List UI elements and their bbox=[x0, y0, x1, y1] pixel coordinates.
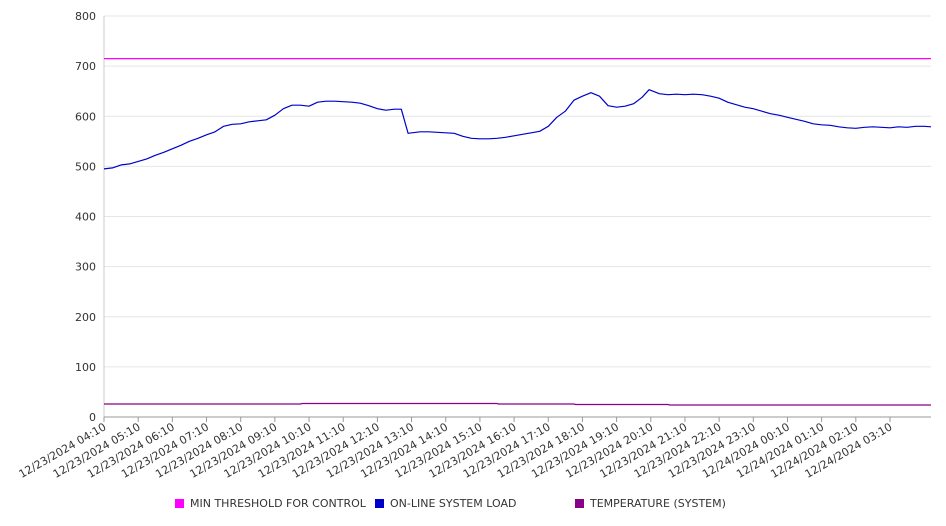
legend-label-temperature: TEMPERATURE (SYSTEM) bbox=[590, 497, 726, 510]
series-line-2 bbox=[104, 402, 931, 406]
legend-swatch-system-load bbox=[375, 499, 384, 508]
y-tick-label: 800 bbox=[75, 10, 96, 23]
line-chart: 0 100 200 300 400 500 600 700 800 12/23/2024 04:… bbox=[17, 10, 932, 481]
y-tick-label: 0 bbox=[89, 411, 96, 424]
legend-item-min-threshold[interactable]: MIN THRESHOLD FOR CONTROL bbox=[175, 497, 366, 510]
legend-label-min-threshold: MIN THRESHOLD FOR CONTROL bbox=[190, 497, 366, 510]
legend: MIN THRESHOLD FOR CONTROL ON-LINE SYSTEM… bbox=[0, 497, 946, 515]
series-line-1 bbox=[103, 89, 932, 170]
axes bbox=[103, 16, 931, 418]
y-tick-label: 200 bbox=[75, 311, 96, 324]
y-tick-label: 300 bbox=[75, 261, 96, 274]
y-tick-label: 600 bbox=[75, 110, 96, 123]
y-axis-ticks: 0 100 200 300 400 500 600 700 800 bbox=[75, 10, 96, 424]
y-tick-label: 700 bbox=[75, 60, 96, 73]
legend-item-system-load[interactable]: ON-LINE SYSTEM LOAD bbox=[375, 497, 516, 510]
y-tick-label: 100 bbox=[75, 361, 96, 374]
legend-swatch-temperature bbox=[575, 499, 584, 508]
legend-item-temperature[interactable]: TEMPERATURE (SYSTEM) bbox=[575, 497, 726, 510]
gridlines bbox=[104, 15, 931, 368]
legend-label-system-load: ON-LINE SYSTEM LOAD bbox=[390, 497, 517, 510]
y-tick-label: 500 bbox=[75, 160, 96, 173]
y-tick-label: 400 bbox=[75, 211, 96, 224]
series-lines bbox=[103, 58, 932, 406]
legend-swatch-min-threshold bbox=[175, 499, 184, 508]
